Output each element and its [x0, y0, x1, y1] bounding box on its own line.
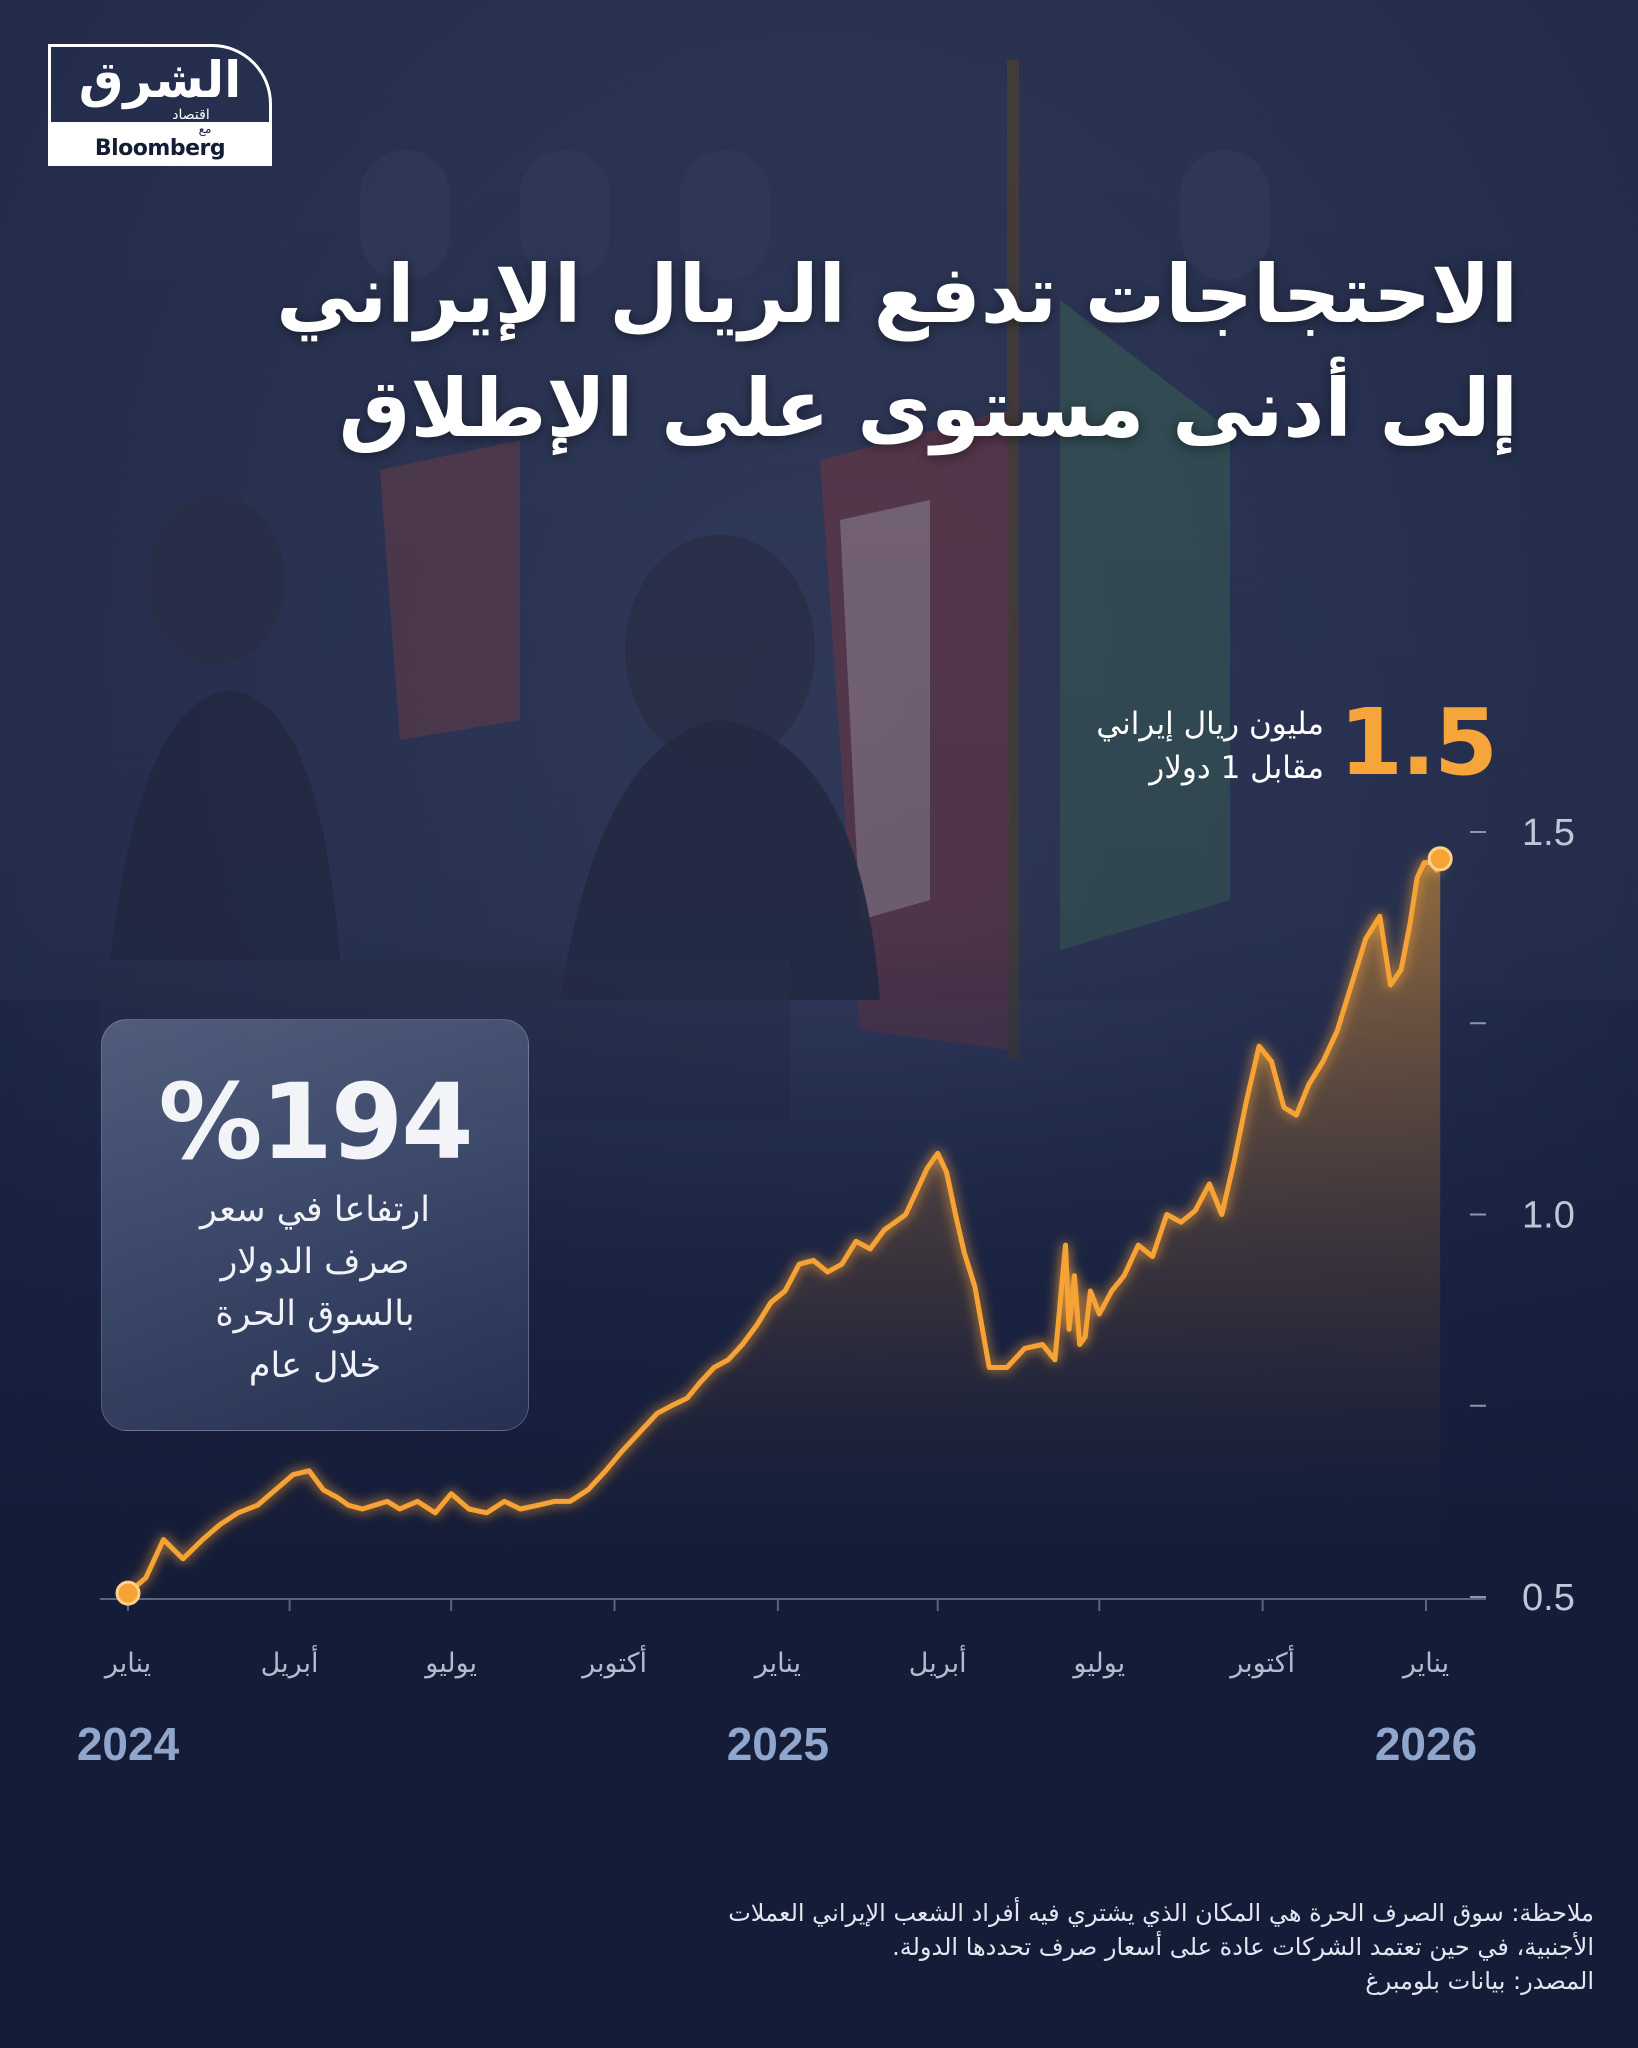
logo-sub: اقتصاد [172, 107, 210, 123]
footnote: ملاحظة: سوق الصرف الحرة هي المكان الذي ي… [394, 1896, 1594, 1998]
change-description-line-4: خلال عام [248, 1346, 382, 1386]
y-tick-label: 1.0 [1522, 1195, 1575, 1237]
series-start-point [115, 1580, 141, 1606]
source-line: المصدر: بيانات بلومبرغ [1365, 1967, 1594, 1995]
year-label: 2024 [77, 1718, 180, 1770]
year-label: 2026 [1375, 1718, 1477, 1770]
latest-value-unit-line-2: مقابل 1 دولار [1149, 750, 1324, 786]
x-tick-label: يناير [1401, 1648, 1449, 1679]
series-end-point [1427, 846, 1453, 872]
headline-line-1: الاحتجاجات تدفع الريال الإيراني [276, 248, 1518, 341]
x-tick-label: يوليو [1071, 1648, 1125, 1679]
change-stat-box: %194 ارتفاعا في سعر صرف الدولار بالسوق ا… [101, 1019, 529, 1431]
change-description-line-1: ارتفاعا في سعر [200, 1190, 430, 1230]
change-description-line-2: صرف الدولار [220, 1242, 410, 1282]
x-tick-label: أكتوبر [580, 1644, 647, 1679]
year-label: 2025 [727, 1718, 829, 1770]
y-tick-label: 0.5 [1522, 1577, 1575, 1619]
logo-wordmark: الشرق اقتصاد [51, 53, 269, 129]
latest-value-unit-line-1: مليون ريال إيراني [1096, 706, 1324, 742]
latest-value: 1.5 [1339, 689, 1498, 796]
x-tick-label: يوليو [423, 1648, 477, 1679]
footnote-line-1: ملاحظة: سوق الصرف الحرة هي المكان الذي ي… [728, 1899, 1594, 1927]
change-description-line-3: بالسوق الحرة [215, 1294, 415, 1334]
x-tick-label: يناير [103, 1648, 151, 1679]
logo-partner-with: مع [198, 122, 212, 136]
change-percent: %194 [158, 1061, 473, 1183]
axes: 0.5 1.0 1.5 يناير أبريل يوليو أكتوبر يناير أبريل… [77, 812, 1575, 1770]
brand-logo: الشرق اقتصاد مع Bloomberg [48, 44, 272, 166]
footnote-line-2: الأجنبية، في حين تعتمد الشركات عادة على … [892, 1933, 1594, 1961]
headline-line-2: إلى أدنى مستوى على الإطلاق [338, 362, 1518, 455]
series-line [125, 856, 1443, 1596]
change-description: ارتفاعا في سعر صرف الدولار بالسوق الحرة … [102, 1184, 528, 1392]
logo-partner-name: Bloomberg [94, 136, 226, 161]
y-tick-label: 1.5 [1522, 812, 1575, 854]
logo-partner: مع Bloomberg [48, 122, 272, 166]
series-area-fill [128, 858, 1441, 1597]
x-tick-label: أكتوبر [1228, 1644, 1295, 1679]
x-tick-label: أبريل [909, 1644, 967, 1679]
latest-value-unit: مليون ريال إيراني مقابل 1 دولار [1096, 702, 1324, 790]
headline: الاحتجاجات تدفع الريال الإيراني إلى أدنى… [98, 238, 1518, 466]
series-points [115, 846, 1453, 1606]
x-tick-label: يناير [753, 1648, 801, 1679]
logo-word: الشرق [78, 51, 244, 109]
x-tick-label: أبريل [261, 1644, 319, 1679]
